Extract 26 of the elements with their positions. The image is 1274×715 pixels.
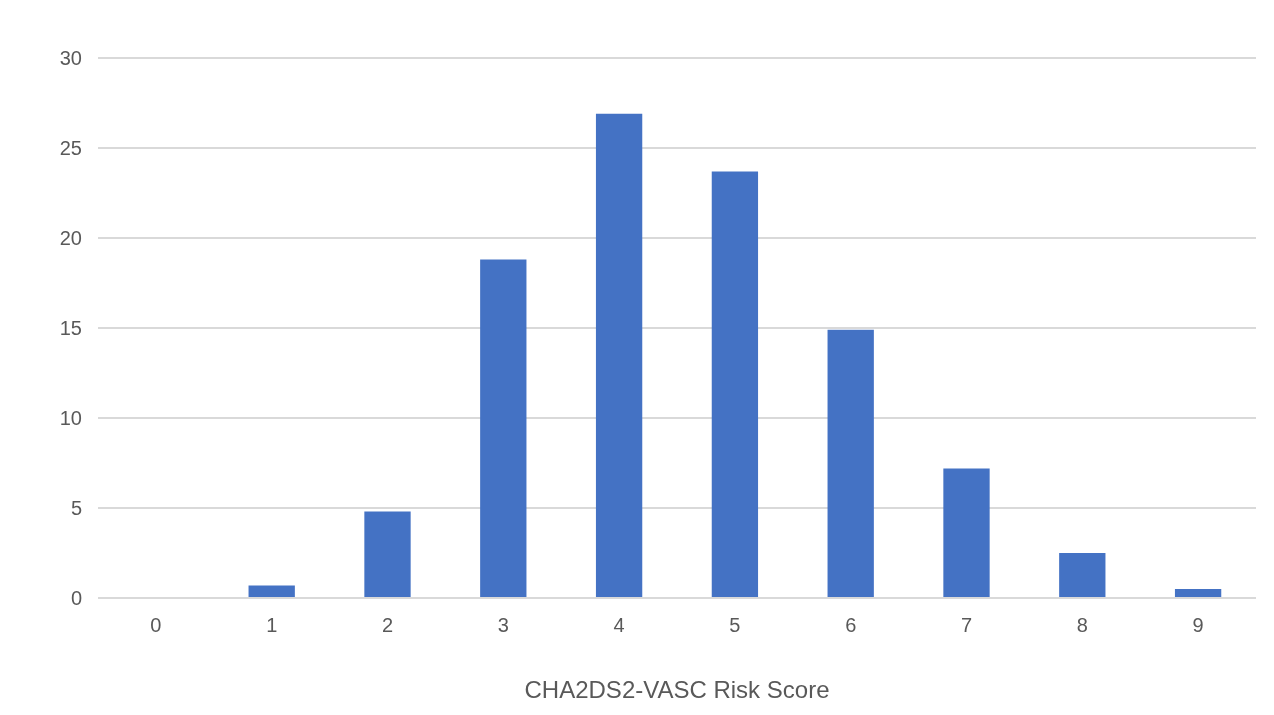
x-tick-label: 7 bbox=[960, 614, 973, 637]
bar bbox=[595, 113, 643, 598]
x-tick-label: 0 bbox=[150, 614, 162, 637]
bar bbox=[711, 171, 759, 598]
x-tick-label: 1 bbox=[266, 614, 278, 637]
x-tick-label: 3 bbox=[497, 614, 509, 637]
x-tick-label: 6 bbox=[845, 614, 857, 637]
x-tick-label: 2 bbox=[381, 614, 394, 637]
x-tick-label: 9 bbox=[1192, 614, 1204, 637]
y-tick-label: 5 bbox=[70, 497, 82, 520]
y-tick-label: 25 bbox=[59, 137, 82, 160]
x-tick-label: 5 bbox=[729, 614, 741, 637]
x-tick-label: 8 bbox=[1076, 614, 1088, 637]
y-tick-label: 20 bbox=[59, 227, 82, 250]
y-tick-label: 30 bbox=[59, 47, 82, 70]
bar bbox=[248, 585, 295, 598]
y-tick-label: 0 bbox=[70, 587, 82, 610]
x-tick-label: 4 bbox=[613, 614, 625, 637]
x-axis-title: CHA2DS2-VASC Risk Score bbox=[524, 676, 830, 703]
bar bbox=[480, 259, 527, 598]
bar bbox=[943, 468, 990, 598]
bar bbox=[364, 511, 411, 598]
bar bbox=[1059, 553, 1106, 598]
bar bbox=[827, 329, 874, 598]
y-tick-label: 15 bbox=[59, 317, 82, 340]
y-tick-label: 10 bbox=[59, 407, 82, 430]
